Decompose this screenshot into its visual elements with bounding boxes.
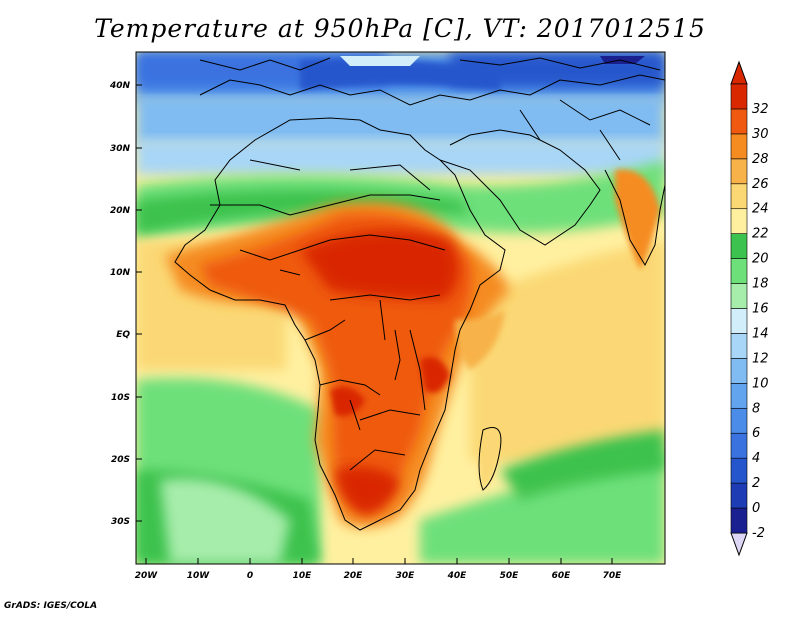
colorbar-label: 16 <box>752 302 769 317</box>
colorbar-label: 20 <box>752 252 769 267</box>
colorbar-label: 4 <box>752 451 760 466</box>
colorbar-label: 6 <box>752 426 760 441</box>
colorbar-label: 24 <box>752 202 769 217</box>
lon-label: 40E <box>447 571 468 581</box>
colorbar-swatch <box>730 208 748 234</box>
coastlines <box>174 57 665 531</box>
latitude-labels: 40N 30N 20N 10N EQ 10S 20S 30S <box>109 81 131 527</box>
colorbar-swatch <box>730 233 748 259</box>
colorbar-label: 28 <box>752 152 769 167</box>
lat-label: 20N <box>110 206 131 216</box>
colorbar-swatch <box>730 383 748 409</box>
lat-label: 10N <box>110 268 131 278</box>
colorbar-label: 32 <box>752 102 769 117</box>
longitude-labels: 20W 10W 0 10E 20E 30E 40E 50E 60E 70E <box>135 571 622 581</box>
temperature-field <box>136 52 665 564</box>
colorbar-label: 14 <box>752 326 769 341</box>
map-title: Temperature at 950hPa [C], VT: 201701251… <box>94 14 706 43</box>
colorbar-swatch <box>730 358 748 384</box>
colorbar-swatch <box>730 482 748 509</box>
lat-label: EQ <box>116 330 130 340</box>
lat-label: 30N <box>110 144 131 154</box>
colorbar-label: 12 <box>752 351 769 366</box>
colorbar-label: 2 <box>752 476 760 491</box>
plot-frame <box>135 51 666 565</box>
colorbar-swatch <box>730 457 748 484</box>
colorbar-label: 18 <box>752 277 769 292</box>
colorbar-label: 8 <box>752 401 760 416</box>
lon-label: 50E <box>500 571 520 581</box>
colorbar-swatch <box>730 407 748 434</box>
colorbar-label: 0 <box>752 501 760 516</box>
colorbar-swatch <box>730 432 748 459</box>
colorbar-label: 30 <box>752 127 769 142</box>
lon-label: 60E <box>552 571 572 581</box>
lon-label: 30E <box>396 571 416 581</box>
colorbar-swatch <box>730 108 748 135</box>
colorbar-swatch <box>730 258 748 284</box>
grads-credit: GrADS: IGES/COLA <box>4 601 98 611</box>
colorbar-label: 10 <box>752 376 769 391</box>
colorbar-swatch <box>730 158 748 185</box>
lon-label: 10W <box>187 571 211 581</box>
lon-label: 20W <box>135 571 159 581</box>
lon-label: 70E <box>603 571 623 581</box>
lon-label: 0 <box>247 571 253 581</box>
colorbar-bottom-arrow <box>730 532 748 557</box>
lon-label: 20E <box>344 571 364 581</box>
colorbar-label: 22 <box>752 227 769 242</box>
lat-label: 20S <box>111 455 130 465</box>
axis-ticks <box>136 84 613 564</box>
colorbar-label: -2 <box>752 526 765 541</box>
colorbar-label: 26 <box>752 177 769 192</box>
lat-label: 40N <box>109 81 131 91</box>
colorbar-swatch <box>730 507 748 534</box>
colorbar-swatch <box>730 133 748 160</box>
colorbar-swatch <box>730 283 748 309</box>
colorbar-swatch <box>730 183 748 210</box>
colorbar-swatch <box>730 333 748 359</box>
colorbar-swatch <box>730 83 748 110</box>
colorbar-swatches <box>730 83 748 534</box>
colorbar-top-arrow <box>730 60 748 85</box>
lon-label: 10E <box>293 571 313 581</box>
colorbar-swatch <box>730 308 748 334</box>
lat-label: 30S <box>111 517 130 527</box>
lat-label: 10S <box>111 393 130 403</box>
